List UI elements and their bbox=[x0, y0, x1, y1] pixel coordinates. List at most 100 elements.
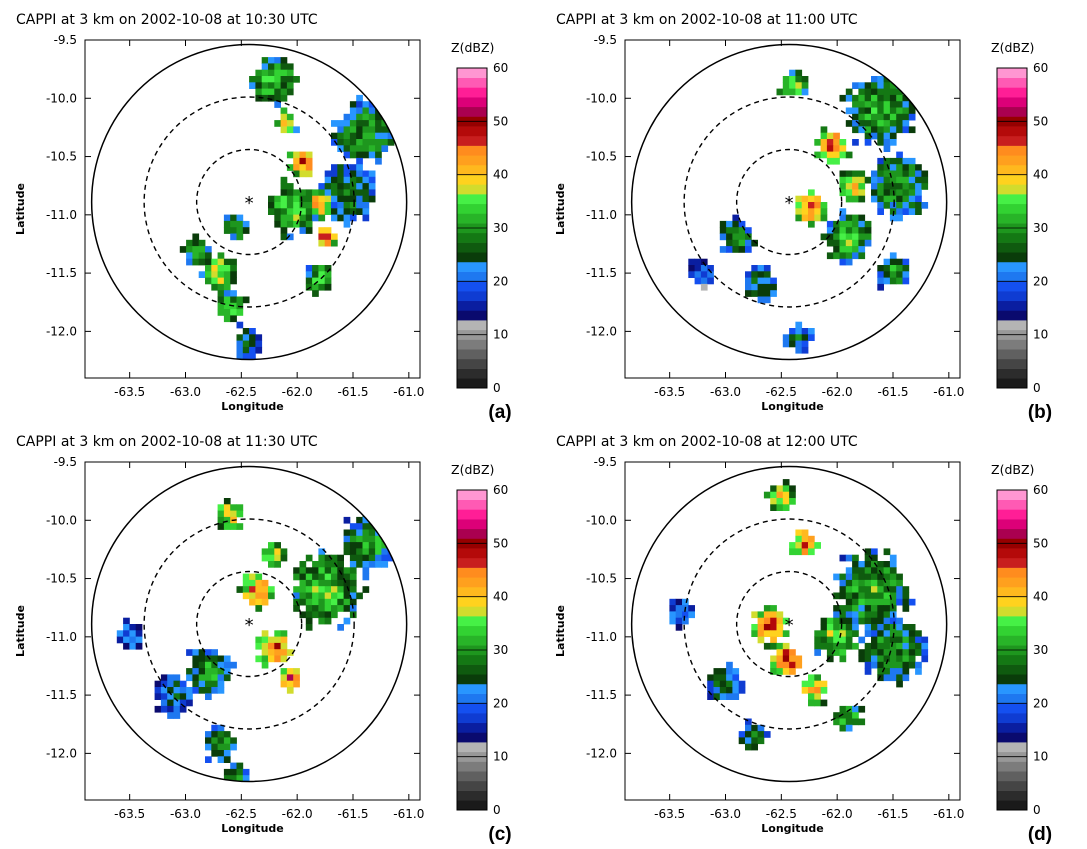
echo-pixel bbox=[242, 586, 250, 593]
colorbar-segment bbox=[457, 703, 487, 714]
echo-pixel bbox=[833, 642, 840, 650]
echo-pixel bbox=[745, 239, 752, 247]
echo-pixel bbox=[845, 94, 853, 102]
echo-pixel bbox=[877, 107, 884, 115]
echo-pixel bbox=[242, 573, 250, 581]
colorbar-segment bbox=[457, 349, 487, 360]
echo-pixel bbox=[217, 655, 225, 663]
echo-pixel bbox=[217, 265, 225, 272]
echo-pixel bbox=[280, 120, 288, 127]
echo-pixel bbox=[814, 649, 821, 656]
echo-pixel bbox=[820, 617, 828, 625]
echo-pixel bbox=[915, 183, 922, 190]
echo-pixel bbox=[889, 132, 897, 140]
echo-pixel bbox=[694, 265, 702, 272]
colorbar-segment bbox=[457, 616, 487, 627]
colorbar-tick-label: 40 bbox=[493, 168, 508, 182]
echo-pixel bbox=[223, 265, 231, 272]
x-tick-label: -63.0 bbox=[170, 385, 201, 399]
echo-pixel bbox=[230, 227, 237, 234]
echo-pixel bbox=[375, 554, 382, 562]
echo-pixel bbox=[223, 214, 231, 222]
echo-pixel bbox=[318, 598, 326, 606]
echo-pixel bbox=[211, 674, 218, 682]
echo-pixel bbox=[883, 82, 891, 89]
colorbar-segment bbox=[997, 145, 1027, 156]
echo-pixel bbox=[896, 592, 903, 600]
echo-pixel bbox=[268, 554, 275, 562]
echo-pixel bbox=[908, 202, 916, 209]
echo-pixel bbox=[343, 151, 351, 159]
echo-pixel bbox=[871, 120, 878, 127]
echo-pixel bbox=[864, 107, 872, 115]
echo-pixel bbox=[223, 315, 231, 323]
echo-pixel bbox=[274, 195, 281, 203]
echo-pixel bbox=[318, 239, 326, 247]
echo-pixel bbox=[845, 605, 853, 612]
echo-pixel bbox=[299, 170, 307, 178]
echo-pixel bbox=[889, 88, 897, 96]
echo-pixel bbox=[343, 598, 351, 606]
echo-pixel bbox=[362, 107, 370, 115]
echo-pixel bbox=[343, 170, 351, 178]
echo-pixel bbox=[877, 183, 884, 190]
echo-pixel bbox=[299, 586, 307, 593]
colorbar-segment bbox=[457, 693, 487, 704]
colorbar-segment bbox=[457, 155, 487, 166]
panel-title: CAPPI at 3 km on 2002-10-08 at 10:30 UTC bbox=[16, 12, 318, 28]
echo-pixel bbox=[864, 592, 872, 600]
echo-pixel bbox=[343, 617, 351, 625]
colorbar-segment bbox=[457, 271, 487, 282]
echo-pixel bbox=[299, 195, 307, 203]
echo-pixel bbox=[312, 573, 319, 581]
echo-pixel bbox=[889, 277, 897, 285]
echo-pixel bbox=[908, 195, 916, 203]
echo-pixel bbox=[757, 265, 765, 272]
colorbar-segment bbox=[457, 242, 487, 253]
echo-pixel bbox=[896, 680, 903, 688]
echo-pixel bbox=[368, 145, 376, 152]
echo-pixel bbox=[337, 176, 344, 184]
echo-pixel bbox=[343, 195, 351, 203]
echo-pixel bbox=[732, 674, 740, 682]
echo-pixel bbox=[845, 624, 853, 631]
echo-pixel bbox=[745, 233, 752, 241]
echo-pixel bbox=[255, 94, 263, 102]
echo-pixel bbox=[915, 636, 922, 644]
echo-pixel bbox=[362, 189, 370, 197]
echo-pixel bbox=[751, 271, 758, 278]
panel-a: CAPPI at 3 km on 2002-10-08 at 10:30 UTC… bbox=[14, 12, 512, 423]
echo-pixel bbox=[356, 195, 363, 203]
echo-pixel bbox=[889, 567, 897, 574]
echo-pixel bbox=[820, 680, 828, 688]
echo-pixel bbox=[205, 271, 212, 278]
echo-pixel bbox=[864, 617, 872, 625]
echo-pixel bbox=[896, 655, 903, 663]
echo-pixel bbox=[293, 151, 300, 159]
echo-pixel bbox=[343, 214, 351, 222]
echo-pixel bbox=[902, 195, 910, 203]
echo-pixel bbox=[845, 718, 853, 726]
echo-pixel bbox=[186, 674, 193, 682]
echo-pixel bbox=[236, 586, 244, 593]
echo-pixel bbox=[883, 88, 891, 96]
colorbar-segment bbox=[997, 339, 1027, 350]
echo-pixel bbox=[312, 271, 319, 278]
echo-pixel bbox=[223, 781, 231, 782]
echo-pixel bbox=[217, 756, 225, 763]
echo-pixel bbox=[305, 567, 313, 574]
echo-pixel bbox=[217, 510, 225, 518]
echo-pixel bbox=[782, 88, 790, 96]
echo-pixel bbox=[883, 170, 891, 178]
echo-pixel bbox=[255, 76, 263, 83]
echo-pixel bbox=[331, 139, 338, 146]
echo-pixel bbox=[839, 655, 847, 663]
echo-pixel bbox=[833, 151, 840, 159]
echo-pixel bbox=[167, 705, 174, 713]
echo-pixel bbox=[751, 630, 758, 637]
echo-pixel bbox=[839, 170, 847, 178]
echo-pixel bbox=[318, 265, 326, 272]
echo-pixel bbox=[795, 328, 803, 335]
echo-pixel bbox=[782, 642, 790, 650]
echo-pixel bbox=[896, 151, 903, 159]
